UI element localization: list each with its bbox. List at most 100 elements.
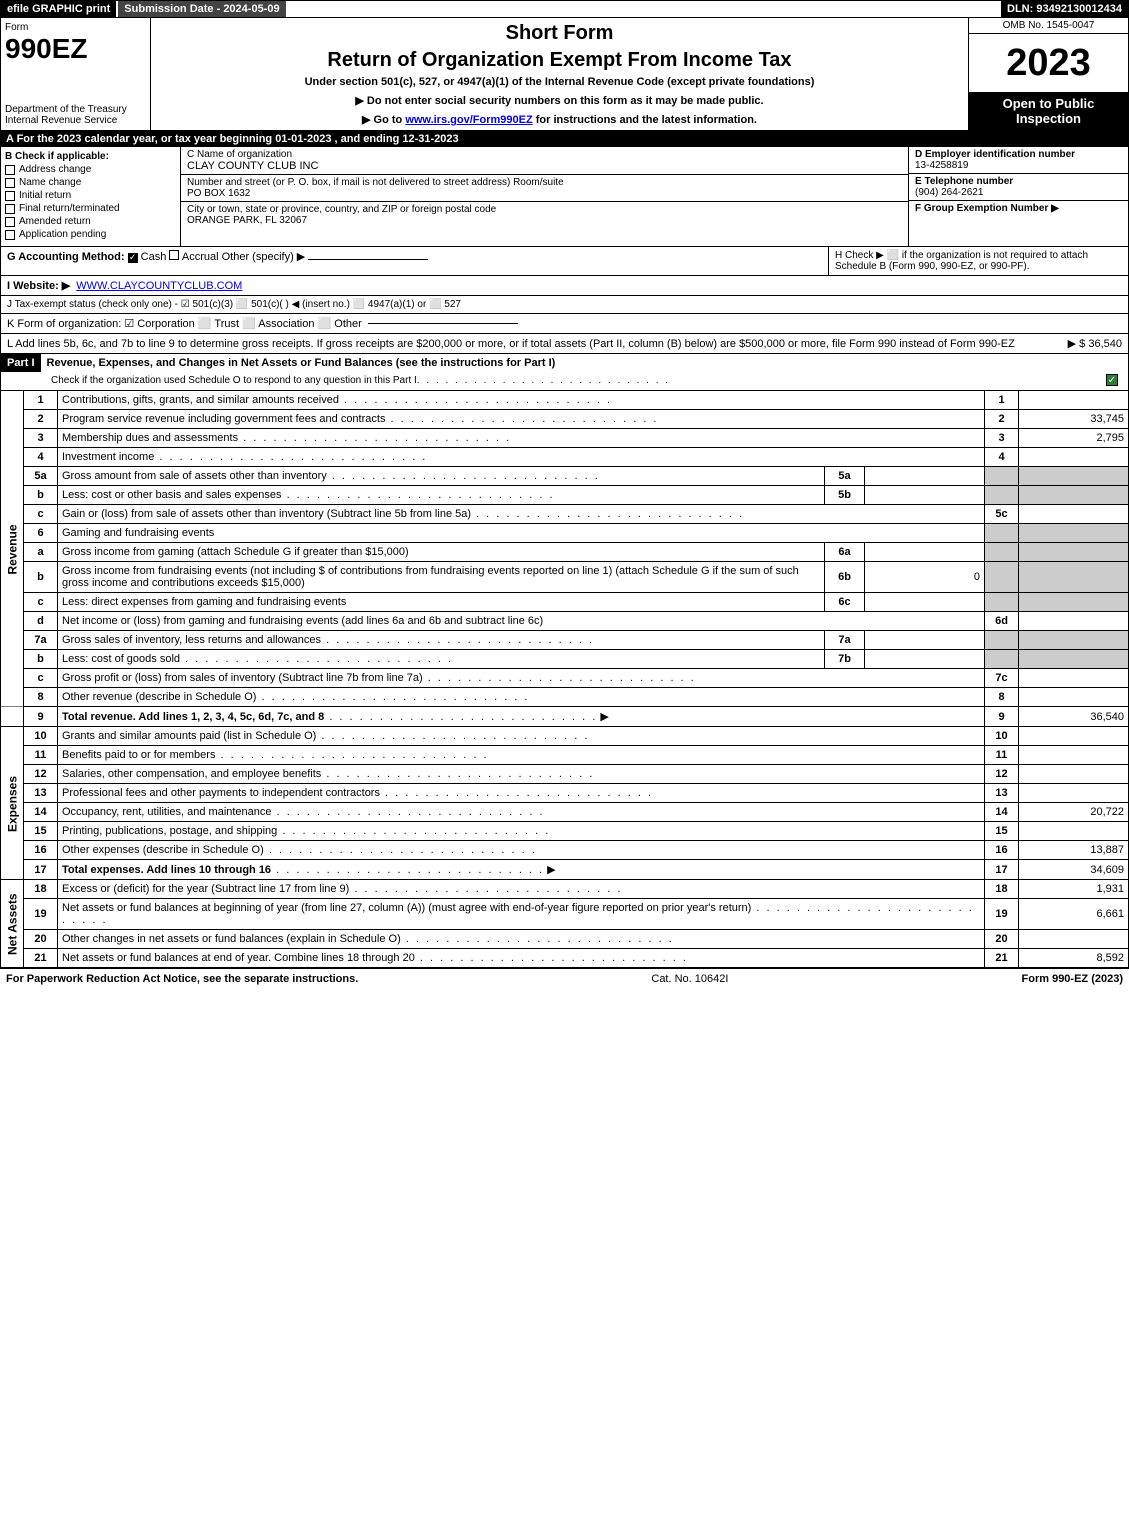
checkbox-icon[interactable]	[5, 217, 15, 227]
b-opt-4[interactable]: Amended return	[5, 216, 176, 227]
checkbox-checked-icon[interactable]: ✓	[1106, 374, 1118, 386]
b-opt-3[interactable]: Final return/terminated	[5, 203, 176, 214]
table-row: 4 Investment income 4	[1, 448, 1129, 467]
lval	[1019, 688, 1129, 707]
org-name: CLAY COUNTY CLUB INC	[187, 160, 902, 172]
org-street: PO BOX 1632	[187, 188, 902, 199]
lnum: 12	[24, 765, 58, 784]
lval	[1019, 930, 1129, 949]
dln: DLN: 93492130012434	[1001, 1, 1128, 17]
table-row: 2 Program service revenue including gove…	[1, 410, 1129, 429]
lnum: 9	[24, 707, 58, 727]
lsubval	[865, 486, 985, 505]
row-k: K Form of organization: ☑ Corporation ⬜ …	[0, 314, 1129, 334]
dots	[339, 394, 612, 406]
lnum: 4	[24, 448, 58, 467]
ldesc: Less: direct expenses from gaming and fu…	[58, 593, 825, 612]
info-grid: B Check if applicable: Address change Na…	[0, 147, 1129, 247]
checkbox-icon[interactable]	[5, 191, 15, 201]
dots	[282, 489, 555, 501]
lines-table: Revenue 1 Contributions, gifts, grants, …	[0, 391, 1129, 968]
lbox: 3	[985, 429, 1019, 448]
g-other-blank[interactable]	[308, 259, 428, 260]
k-text: K Form of organization: ☑ Corporation ⬜ …	[7, 317, 362, 330]
ldesc: Grants and similar amounts paid (list in…	[62, 730, 316, 742]
short-form-title: Short Form	[159, 22, 960, 45]
dots	[277, 825, 550, 837]
lsub: 5b	[825, 486, 865, 505]
ldesc: Contributions, gifts, grants, and simila…	[62, 394, 339, 406]
lval	[1019, 612, 1129, 631]
table-row: 3 Membership dues and assessments 3 2,79…	[1, 429, 1129, 448]
dots	[423, 672, 696, 684]
part1-sub: Check if the organization used Schedule …	[51, 375, 417, 386]
lbox: 9	[985, 707, 1019, 727]
g-accrual: Accrual	[182, 251, 219, 263]
lnum: d	[24, 612, 58, 631]
lnum: 7a	[24, 631, 58, 650]
lval	[1019, 391, 1129, 410]
c-city-label: City or town, state or province, country…	[187, 204, 902, 215]
dots	[271, 864, 544, 876]
ldesc: Net assets or fund balances at beginning…	[62, 902, 751, 914]
checkbox-icon[interactable]	[5, 165, 15, 175]
ldesc: Program service revenue including govern…	[62, 413, 385, 425]
b-title: B Check if applicable:	[5, 151, 176, 162]
shaded	[1019, 524, 1129, 543]
efile-label[interactable]: efile GRAPHIC print	[1, 1, 116, 17]
lnum: 1	[24, 391, 58, 410]
dots	[324, 711, 597, 723]
k-other-blank[interactable]	[368, 323, 518, 324]
shaded	[985, 467, 1019, 486]
row-gh: G Accounting Method: ✓ Cash Accrual Othe…	[0, 247, 1129, 276]
lval: 2,795	[1019, 429, 1129, 448]
table-row: 15 Printing, publications, postage, and …	[1, 822, 1129, 841]
shaded	[1019, 543, 1129, 562]
ldesc: Gross income from gaming (attach Schedul…	[58, 543, 825, 562]
b-opt-1[interactable]: Name change	[5, 177, 176, 188]
b-opt-0[interactable]: Address change	[5, 164, 176, 175]
instr2-link[interactable]: www.irs.gov/Form990EZ	[405, 114, 532, 126]
lsubval: 0	[865, 562, 985, 593]
omb-number: OMB No. 1545-0047	[969, 18, 1128, 34]
shaded	[1019, 562, 1129, 593]
b-opt-5-label: Application pending	[19, 229, 106, 240]
checkbox-icon[interactable]	[5, 178, 15, 188]
b-opt-5[interactable]: Application pending	[5, 229, 176, 240]
ldesc: Gain or (loss) from sale of assets other…	[62, 508, 471, 520]
lnum: 16	[24, 841, 58, 860]
lnum: 13	[24, 784, 58, 803]
shaded	[1019, 486, 1129, 505]
footer-right: Form 990-EZ (2023)	[1022, 973, 1123, 985]
lval	[1019, 505, 1129, 524]
website-link[interactable]: WWW.CLAYCOUNTYCLUB.COM	[76, 280, 242, 292]
lsub: 5a	[825, 467, 865, 486]
checkbox-icon[interactable]	[5, 204, 15, 214]
b-opt-2[interactable]: Initial return	[5, 190, 176, 201]
ldesc: Gross income from fundraising events (no…	[58, 562, 825, 593]
part1-header: Part I Revenue, Expenses, and Changes in…	[0, 354, 1129, 391]
lval: 20,722	[1019, 803, 1129, 822]
dots	[385, 413, 658, 425]
lnum: 6	[24, 524, 58, 543]
lbox: 12	[985, 765, 1019, 784]
lbox: 10	[985, 727, 1019, 746]
lbox: 6d	[985, 612, 1019, 631]
lsubval	[865, 467, 985, 486]
dots	[215, 749, 488, 761]
instruction-2: ▶ Go to www.irs.gov/Form990EZ for instru…	[159, 113, 960, 126]
checkbox-checked-icon[interactable]: ✓	[128, 253, 138, 263]
instruction-1: ▶ Do not enter social security numbers o…	[159, 94, 960, 107]
table-row: Net Assets 18 Excess or (deficit) for th…	[1, 880, 1129, 899]
lbox: 5c	[985, 505, 1019, 524]
table-row: 8 Other revenue (describe in Schedule O)…	[1, 688, 1129, 707]
lsubval	[865, 650, 985, 669]
checkbox-icon[interactable]	[169, 250, 179, 260]
row-j: J Tax-exempt status (check only one) - ☑…	[0, 296, 1129, 314]
g-label: G Accounting Method:	[7, 251, 125, 263]
dots	[417, 375, 670, 386]
lnum: b	[24, 650, 58, 669]
checkbox-icon[interactable]	[5, 230, 15, 240]
g-cash: Cash	[141, 251, 167, 263]
lnum: 14	[24, 803, 58, 822]
